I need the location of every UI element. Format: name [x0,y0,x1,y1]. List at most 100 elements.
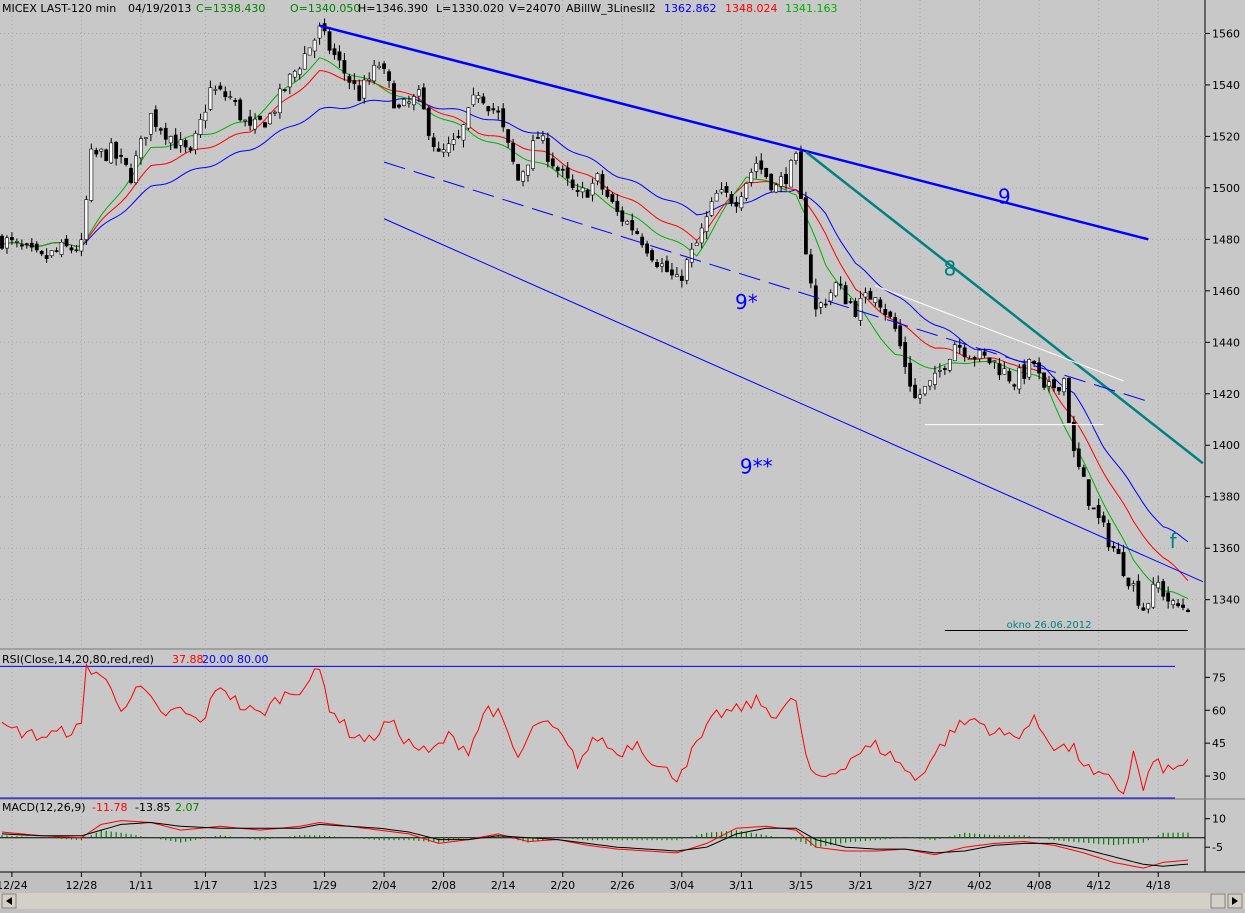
candle-body [843,285,848,305]
time-tick-label: 2/14 [491,879,516,892]
candle-body [699,227,704,244]
candle-body [1136,580,1141,606]
candle-body [853,300,858,317]
candle-body [908,362,913,387]
candle-body [848,301,853,303]
candle-body [665,260,669,272]
annotation-label: 8 [943,256,956,280]
candle-body [129,168,133,183]
candle-body [1076,448,1081,467]
header-close: C=1338.430 [196,2,265,15]
candle-body [526,164,530,176]
horizontal-scrollbar[interactable] [0,893,1245,909]
candle-body [1146,603,1151,610]
candle-body [104,149,109,162]
candle-body [441,149,446,153]
candle-body [188,147,193,151]
price-tick-label: 1380 [1212,491,1240,504]
candle-body [779,176,783,187]
candle-body [858,298,863,321]
price-tick-label: 1440 [1212,336,1240,349]
time-tick-label: 12/24 [0,879,28,892]
time-tick-label: 12/28 [66,879,98,892]
candle-body [421,87,426,110]
candle-body [119,155,123,157]
candle-body [19,244,24,247]
time-tick-label: 4/02 [967,879,992,892]
header-indicator: ABillW_3LinesII2 [566,2,656,15]
candle-body [764,167,769,178]
candle-body [744,183,749,199]
candle-body [694,242,699,246]
candle-body [94,149,99,155]
macd-hist-value: 2.07 [175,801,200,814]
candle-body [580,187,585,193]
candle-body [1017,367,1022,390]
candle-body [823,303,828,306]
candle-body [238,99,243,121]
header-ind-green: 1341.163 [785,2,838,15]
candle-body [610,194,615,202]
candle-body [1126,577,1131,587]
candle-body [144,137,148,139]
candle-body [5,237,9,249]
candle-body [918,394,922,399]
candle-body [392,83,396,109]
candle-body [769,173,774,191]
candle-body [828,292,833,302]
price-tick-label: 1560 [1212,27,1240,40]
time-tick-label: 3/15 [789,879,814,892]
candle-body [724,186,729,193]
candle-body [660,263,664,267]
candle-body [407,101,411,104]
candle-body [218,85,223,90]
candle-body [134,155,138,184]
candle-body [1181,604,1185,608]
candle-body [44,255,49,259]
candle-body [436,148,441,152]
candle-body [977,349,982,360]
candle-body [372,65,377,82]
candle-body [173,134,178,149]
header-symbol: MICEX LAST-120 min [2,2,116,15]
candle-body [416,89,421,97]
candle-body [818,302,823,308]
annotations: 9 8 9* 9** f okno 26.06.2012 [735,184,1178,631]
time-tick-label: 1/29 [312,879,337,892]
candle-body [203,111,208,122]
candle-body [352,80,357,85]
candle-body [382,63,387,70]
candle-body [64,238,69,247]
candle-body [605,189,610,197]
rsi-tick-label: 60 [1212,704,1226,717]
scroll-thumb[interactable] [1210,893,1226,909]
candle-body [446,143,451,154]
rsi-lower: 20.00 [202,653,234,666]
candle-body [749,172,754,183]
time-tick-label: 3/21 [848,879,873,892]
grid [0,0,1205,872]
candle-body [803,197,808,255]
candle-body [684,259,689,281]
candle-body [774,184,779,193]
candles [0,18,1190,614]
candle-body [1141,607,1146,611]
candle-body [987,357,992,364]
candle-body [1067,377,1071,423]
rsi-line [1,663,1189,795]
candle-body [431,137,436,147]
candle-body [287,73,292,88]
candle-body [565,167,570,179]
candle-body [456,136,461,138]
candle-body [1091,507,1096,510]
candle-body [719,189,724,193]
candle-body [332,48,337,56]
candle-body [1131,583,1136,586]
candle-body [898,325,903,347]
candle-body [714,192,719,202]
candle-body [739,196,744,209]
candle-body [1042,372,1046,388]
candle-body [1027,359,1032,378]
candle-body [1116,548,1121,555]
